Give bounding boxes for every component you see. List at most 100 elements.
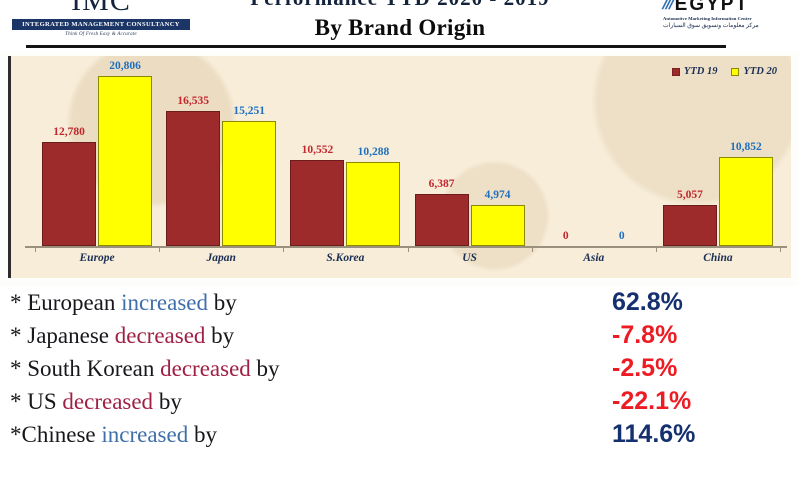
x-axis-tick <box>35 246 36 252</box>
legend-item-ytd-20[interactable]: YTD 20 <box>731 66 777 77</box>
imc-logo: IMC INTEGRATED MANAGEMENT CONSULTANCY Th… <box>12 0 190 37</box>
legend-label: YTD 19 <box>683 66 718 77</box>
bar-group: 10,552 10,288 <box>283 76 407 246</box>
bullet-verb: increased <box>121 289 208 315</box>
bullet-text: * US decreased by <box>10 389 182 415</box>
bar-us-ytd-19[interactable] <box>414 194 469 246</box>
legend-swatch-icon <box>671 67 680 76</box>
bar-value-label: 6,387 <box>428 178 455 190</box>
bullet-marker-icon: * <box>10 421 22 447</box>
bullet-suffix: by <box>207 289 237 315</box>
slide-header: IMC INTEGRATED MANAGEMENT CONSULTANCY Th… <box>0 0 799 52</box>
legend-item-ytd-19[interactable]: YTD 19 <box>671 66 718 77</box>
bar-value-label: 0 <box>618 230 625 242</box>
bullet-subject: Japanese <box>27 322 115 348</box>
amic-logo-main: EGYPT <box>674 0 750 15</box>
amic-logo-row: /// EGYPT AMIC <box>663 0 797 15</box>
bar-value-label: 16,535 <box>177 95 210 107</box>
legend-label: YTD 20 <box>743 66 777 77</box>
bar-value-label: 10,552 <box>301 144 334 156</box>
chart-panel: YTD 19 YTD 20 12,780 20,806 16,535 15,251 10,… <box>8 56 791 278</box>
imc-logo-tagline: Think Of Fresh Easy & Accurate <box>65 32 137 37</box>
x-axis-label-asia: Asia <box>583 252 605 264</box>
x-axis-label-europe: Europe <box>79 252 115 264</box>
bar-value-label: 4,974 <box>484 189 511 201</box>
bar-china-ytd-20[interactable] <box>718 157 773 246</box>
slide-title-primary: Performance YTD 2020 - 2019 <box>190 0 610 11</box>
summary-bullets: * European increased by 62.8% * Japanese d… <box>0 286 799 480</box>
bullet-row: * European increased by 62.8% <box>0 286 799 319</box>
imc-logo-mark: IMC <box>71 0 131 17</box>
bullet-percentage: -7.8% <box>612 321 678 349</box>
chart-plot-area: 12,780 20,806 16,535 15,251 10,552 10,288 6,38… <box>35 60 780 246</box>
bar-value-label: 10,852 <box>730 141 762 153</box>
bullet-percentage: 62.8% <box>612 288 683 316</box>
amic-logo-subtitle-en: Automotive Marketing Information Center <box>663 16 752 21</box>
bar-value-label: 10,288 <box>357 146 390 158</box>
bullet-subject: South Korean <box>27 355 161 381</box>
bullet-percentage: 114.6% <box>612 420 696 448</box>
bullet-row: * South Korean decreased by -2.5% <box>0 352 799 385</box>
bullet-suffix: by <box>205 322 235 348</box>
bar-europe-ytd-20[interactable] <box>98 76 153 246</box>
bar-japan-ytd-19[interactable] <box>166 111 221 246</box>
bar-japan-ytd-20[interactable] <box>222 121 277 246</box>
bar-value-label: 20,806 <box>109 60 141 72</box>
bullet-text: * European increased by <box>10 290 237 316</box>
bar-us-ytd-20[interactable] <box>470 205 525 246</box>
x-axis-label-skorea: S.Korea <box>326 252 365 264</box>
bar-group: 12,780 20,806 <box>35 60 159 246</box>
bullet-subject: US <box>27 388 63 414</box>
bullet-marker-icon: * <box>10 355 28 381</box>
bar-value-label: 5,057 <box>676 189 703 201</box>
bar-group: 6,387 4,974 <box>408 76 532 246</box>
bar-china-ytd-19[interactable] <box>662 205 717 246</box>
bullet-marker-icon: * <box>10 322 28 348</box>
x-axis-tick <box>531 246 533 252</box>
slide-title-secondary: By Brand Origin <box>314 15 486 40</box>
bullet-verb: decreased <box>114 322 206 348</box>
bullet-text: * Japanese decreased by <box>10 323 234 349</box>
x-axis-tick <box>655 246 657 252</box>
bar-value-label: 12,780 <box>53 126 85 138</box>
slashes-icon: /// <box>663 0 677 15</box>
x-axis-label-china: China <box>703 252 733 264</box>
amic-egypt-logo: /// EGYPT AMIC Automotive Marketing Info… <box>663 0 797 29</box>
bullet-text: *Chinese increased by <box>10 422 217 448</box>
bullet-subject: Chinese <box>21 421 102 447</box>
legend-swatch-icon <box>731 67 740 76</box>
bullet-marker-icon: * <box>10 289 28 315</box>
bullet-row: *Chinese increased by 114.6% <box>0 418 799 451</box>
amic-logo-subtitle-ar: مركز معلومات وتسويق سوق السيارات <box>663 23 759 29</box>
x-axis-tick <box>283 246 285 252</box>
chart-x-axis <box>25 246 787 248</box>
bullet-percentage: -22.1% <box>612 387 692 415</box>
bar-group: 5,057 10,852 <box>656 76 780 246</box>
bullet-verb: decreased <box>62 388 154 414</box>
bar-skorea-ytd-20[interactable] <box>346 162 401 246</box>
bullet-marker-icon: * <box>10 388 28 414</box>
x-axis-tick <box>159 246 161 252</box>
x-axis-tick <box>780 246 781 252</box>
bar-value-label: 0 <box>562 230 569 242</box>
bullet-subject: European <box>27 289 122 315</box>
bar-europe-ytd-19[interactable] <box>42 142 97 246</box>
bullet-verb: increased <box>101 421 189 447</box>
slide-title-block: Performance YTD 2020 - 2019 By Brand Ori… <box>190 0 610 41</box>
bullet-row: * Japanese decreased by -7.8% <box>0 319 799 352</box>
imc-logo-bar-text: INTEGRATED MANAGEMENT CONSULTANCY <box>12 19 190 30</box>
bar-group: 16,535 15,251 <box>159 76 283 246</box>
amic-logo-top: AMIC <box>764 0 797 2</box>
bar-skorea-ytd-19[interactable] <box>290 160 345 246</box>
x-axis-label-japan: Japan <box>206 252 236 264</box>
bullet-suffix: by <box>188 421 217 447</box>
header-divider <box>26 45 726 48</box>
bullet-row: * US decreased by -22.1% <box>0 385 799 418</box>
chart-legend: YTD 19 YTD 20 <box>671 66 777 77</box>
bullet-suffix: by <box>250 355 280 381</box>
bar-value-label: 15,251 <box>233 105 266 117</box>
x-axis-tick <box>407 246 409 252</box>
bullet-percentage: -2.5% <box>612 354 678 382</box>
